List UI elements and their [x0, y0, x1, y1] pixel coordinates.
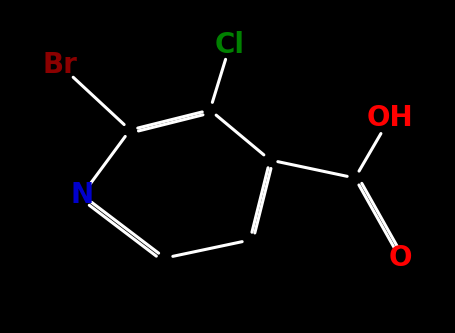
Text: Cl: Cl: [214, 31, 244, 59]
Text: O: O: [387, 244, 411, 272]
Text: Br: Br: [42, 51, 77, 79]
Text: N: N: [70, 181, 93, 209]
Text: OH: OH: [366, 104, 412, 132]
